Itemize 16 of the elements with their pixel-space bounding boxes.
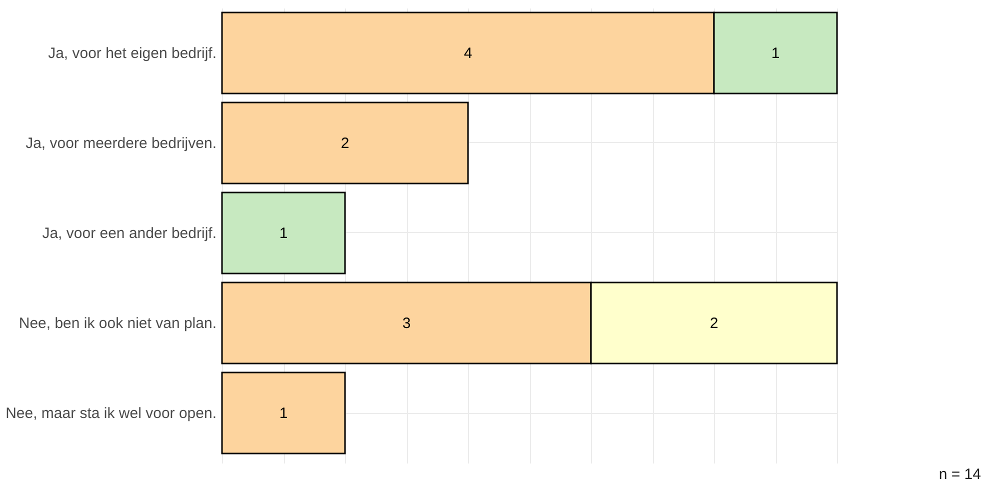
bar [221,372,346,454]
y-tick-label: Nee, ben ik ook niet van plan. [18,315,216,332]
text: n = 14 [938,466,981,483]
data-label: 4 [464,45,472,62]
data-label: 1 [771,45,780,62]
data-label: 1 [279,405,288,422]
data-label: 2 [710,315,718,332]
y-tick-label: Ja, voor meerdere bedrijven. [26,135,216,152]
data-label: 1 [279,225,288,242]
bar [221,192,346,274]
bar [221,102,469,184]
data-label: 3 [402,315,411,332]
y-tick-label: Ja, voor een ander bedrijf. [42,225,216,242]
y-tick-label: Nee, maar sta ik wel voor open. [6,405,216,422]
y-tick-label: Ja, voor het eigen bedrijf. [48,45,216,62]
data-label: 2 [340,135,350,152]
